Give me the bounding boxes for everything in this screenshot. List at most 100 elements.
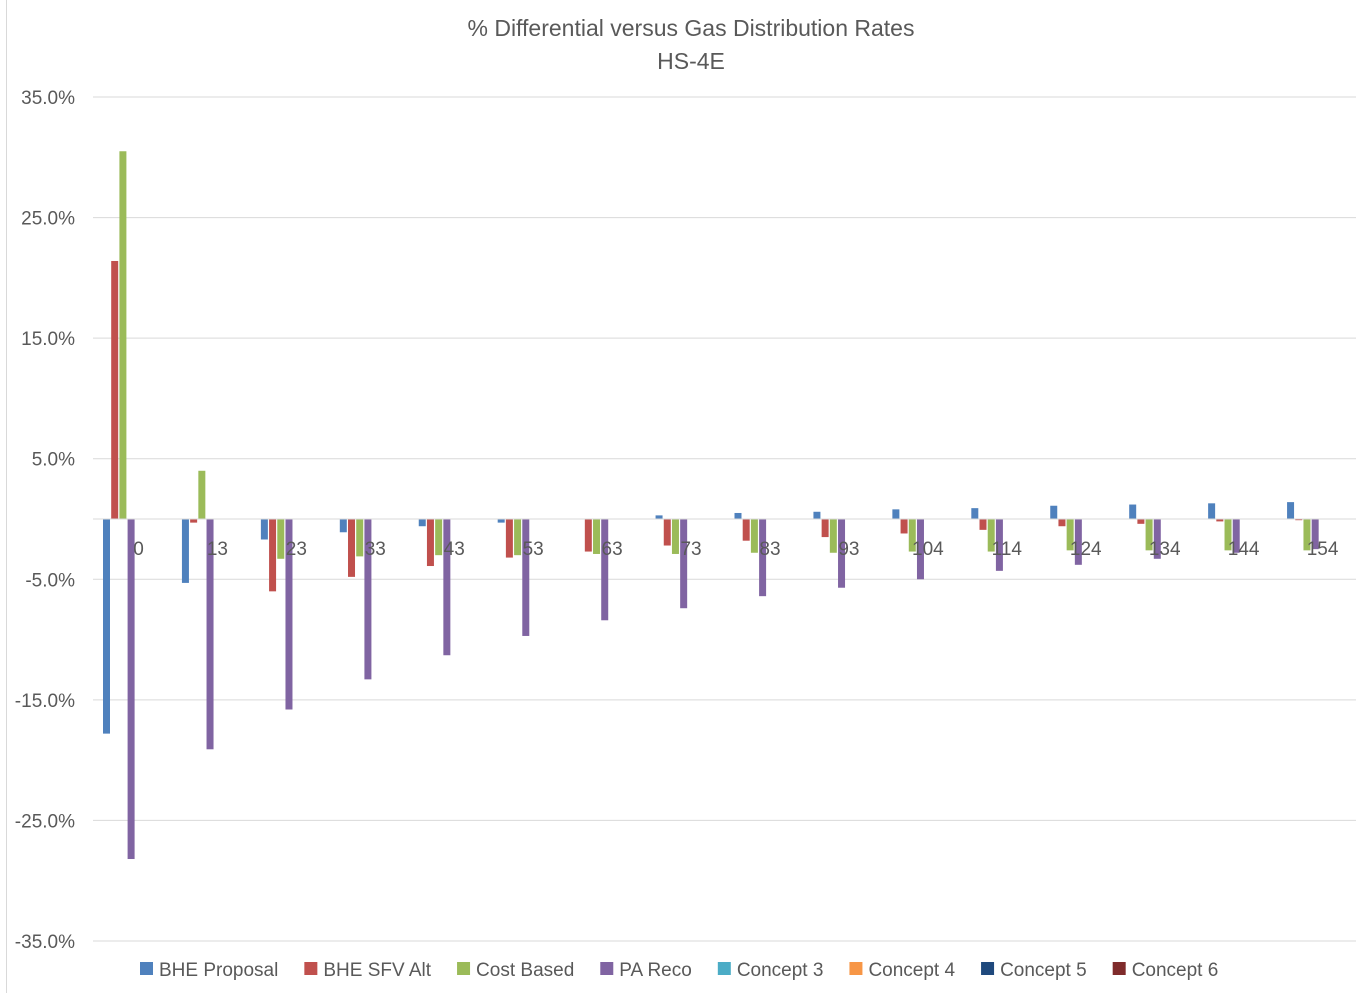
chart-title: % Differential versus Gas Distribution R… bbox=[468, 15, 915, 41]
bar-bhe-proposal-83 bbox=[734, 512, 742, 519]
legend-label: BHE SFV Alt bbox=[323, 960, 431, 981]
chart-area: % Differential versus Gas Distribution R… bbox=[6, 0, 1356, 993]
bar-bhe-sfv-alt-93 bbox=[821, 519, 829, 538]
legend: BHE Proposal BHE SFV Alt Cost Based PA Reco… bbox=[140, 960, 1218, 981]
bar-bhe-sfv-alt-83 bbox=[742, 519, 750, 541]
y-tick-label: -15.0% bbox=[15, 691, 75, 712]
bar-pa-reco-144 bbox=[1232, 519, 1240, 553]
legend-swatch bbox=[717, 962, 731, 975]
bar-bhe-proposal-13 bbox=[181, 519, 189, 583]
legend-label: BHE Proposal bbox=[159, 960, 278, 981]
bar-bhe-sfv-alt-33 bbox=[348, 519, 356, 577]
y-tick-label: -5.0% bbox=[25, 570, 75, 591]
bar-cost-based-124 bbox=[1066, 519, 1074, 551]
legend-swatch bbox=[140, 962, 153, 975]
x-axis-categories: 0 13 23 33 43 53 63 73 83 93 104 114 124 134 144 154 bbox=[133, 539, 1339, 560]
bar-bhe-proposal-144 bbox=[1208, 503, 1216, 519]
bar-cost-based-144 bbox=[1224, 519, 1232, 551]
legend-label: Concept 6 bbox=[1132, 960, 1219, 981]
x-category-label: 114 bbox=[992, 539, 1023, 560]
bar-bhe-sfv-alt-13 bbox=[190, 519, 198, 523]
legend-swatch bbox=[1112, 962, 1126, 975]
x-category-label: 0 bbox=[133, 539, 144, 560]
x-category-label: 154 bbox=[1307, 539, 1339, 560]
legend-item: BHE SFV Alt bbox=[304, 960, 432, 981]
bar-bhe-sfv-alt-73 bbox=[663, 519, 671, 546]
legend-item: Concept 4 bbox=[849, 960, 955, 981]
legend-label: Cost Based bbox=[476, 960, 574, 981]
bar-bhe-proposal-43 bbox=[418, 519, 426, 527]
x-category-label: 43 bbox=[444, 539, 465, 560]
legend-label: Concept 5 bbox=[1000, 960, 1087, 981]
bar-bhe-proposal-33 bbox=[339, 519, 347, 533]
y-axis-ticks: 35.0% 25.0% 15.0% 5.0% -5.0% -15.0% -25.0% -35.… bbox=[15, 88, 75, 953]
bar-pa-reco-13 bbox=[206, 519, 214, 750]
bar-bhe-sfv-alt-144 bbox=[1216, 519, 1224, 522]
bar-cost-based-53 bbox=[514, 519, 522, 556]
x-category-label: 144 bbox=[1228, 539, 1260, 560]
legend-label: PA Reco bbox=[619, 960, 692, 981]
y-tick-label: -25.0% bbox=[15, 811, 75, 832]
bar-bhe-sfv-alt-124 bbox=[1058, 519, 1066, 527]
bar-bhe-sfv-alt-114 bbox=[979, 519, 987, 530]
bar-chart: % Differential versus Gas Distribution R… bbox=[15, 15, 1356, 981]
bar-pa-reco-53 bbox=[522, 519, 530, 636]
legend-item: Cost Based bbox=[457, 960, 574, 981]
bar-cost-based-43 bbox=[435, 519, 443, 556]
chart-subtitle: HS-4E bbox=[657, 48, 725, 74]
x-category-label: 104 bbox=[912, 539, 944, 560]
x-category-label: 53 bbox=[523, 539, 544, 560]
legend-swatch bbox=[457, 962, 471, 975]
bar-bhe-proposal-124 bbox=[1050, 505, 1058, 519]
bar-pa-reco-124 bbox=[1074, 519, 1082, 565]
bar-bhe-sfv-alt-43 bbox=[426, 519, 434, 567]
y-tick-label: 35.0% bbox=[21, 88, 75, 109]
y-tick-label: 5.0% bbox=[32, 450, 75, 471]
bar-cost-based-73 bbox=[671, 519, 679, 554]
x-category-label: 23 bbox=[286, 539, 307, 560]
y-tick-label: 25.0% bbox=[21, 209, 75, 230]
bar-bhe-proposal-134 bbox=[1129, 504, 1137, 519]
bar-cost-based-114 bbox=[987, 519, 995, 552]
x-category-label: 13 bbox=[207, 539, 228, 560]
bar-cost-based-83 bbox=[750, 519, 758, 553]
bar-pa-reco-23 bbox=[285, 519, 293, 710]
bar-bhe-proposal-154 bbox=[1287, 502, 1295, 519]
gridlines bbox=[93, 96, 1356, 942]
bar-bhe-proposal-114 bbox=[971, 508, 979, 519]
bars bbox=[103, 151, 1319, 860]
bar-pa-reco-33 bbox=[364, 519, 372, 680]
bar-pa-reco-104 bbox=[916, 519, 924, 580]
bar-bhe-sfv-alt-0 bbox=[111, 260, 119, 519]
bar-cost-based-0 bbox=[119, 151, 127, 519]
bar-bhe-sfv-alt-104 bbox=[900, 519, 908, 534]
bar-bhe-sfv-alt-134 bbox=[1137, 519, 1145, 524]
bar-cost-based-93 bbox=[829, 519, 837, 553]
legend-swatch bbox=[600, 962, 614, 975]
bar-cost-based-154 bbox=[1303, 519, 1311, 551]
legend-swatch bbox=[981, 962, 995, 975]
x-category-label: 63 bbox=[602, 539, 623, 560]
bar-bhe-proposal-93 bbox=[813, 511, 821, 519]
bar-pa-reco-154 bbox=[1311, 519, 1319, 550]
bar-pa-reco-93 bbox=[838, 519, 846, 588]
bar-pa-reco-114 bbox=[995, 519, 1003, 571]
legend-swatch bbox=[849, 962, 863, 975]
bar-cost-based-63 bbox=[593, 519, 601, 554]
legend-swatch bbox=[304, 962, 318, 975]
legend-label: Concept 4 bbox=[868, 960, 955, 981]
y-tick-label: -35.0% bbox=[15, 932, 75, 953]
bar-bhe-sfv-alt-23 bbox=[269, 519, 277, 592]
legend-item: BHE Proposal bbox=[140, 960, 278, 981]
y-tick-label: 15.0% bbox=[21, 329, 75, 350]
bar-bhe-sfv-alt-63 bbox=[584, 519, 592, 552]
bar-pa-reco-83 bbox=[759, 519, 767, 597]
x-category-label: 134 bbox=[1149, 539, 1181, 560]
bar-cost-based-134 bbox=[1145, 519, 1153, 551]
bar-bhe-proposal-104 bbox=[892, 509, 900, 519]
bar-pa-reco-43 bbox=[443, 519, 451, 656]
x-category-label: 124 bbox=[1070, 539, 1102, 560]
legend-label: Concept 3 bbox=[737, 960, 824, 981]
bar-cost-based-13 bbox=[198, 470, 206, 519]
bar-bhe-proposal-53 bbox=[497, 519, 505, 523]
